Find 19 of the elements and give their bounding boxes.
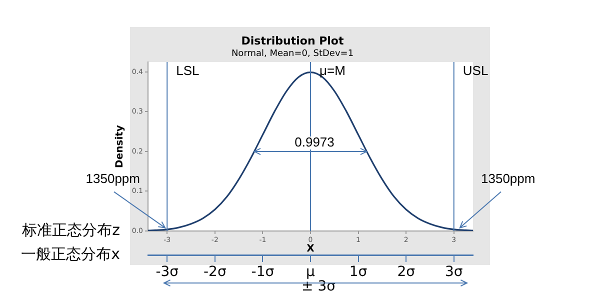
x2-tick-label: μ bbox=[306, 264, 316, 280]
x2-tick-label: 3σ bbox=[444, 264, 463, 280]
x2-tick-label: 2σ bbox=[397, 264, 416, 280]
chart-subtitle: Normal, Mean=0, StDev=1 bbox=[231, 48, 354, 59]
x2-tick-label: -3σ bbox=[156, 264, 179, 280]
annotation: 1350ppm bbox=[481, 170, 536, 186]
x2-tick-label: 1σ bbox=[349, 264, 368, 280]
text: 标准正态分布z bbox=[21, 220, 120, 239]
y-axis-title: Density bbox=[114, 124, 126, 168]
chart-title: Distribution Plot bbox=[241, 34, 344, 48]
annotation: 0.9973 bbox=[294, 134, 334, 150]
x2-tick-label: -1σ bbox=[251, 264, 274, 280]
ref-line-label: LSL bbox=[176, 63, 200, 78]
annotation: 1350ppm bbox=[86, 170, 140, 186]
ref-line-label: μ=M bbox=[320, 63, 346, 78]
x-axis-title: X bbox=[306, 244, 315, 255]
ref-line-label: USL bbox=[462, 63, 488, 78]
x2-tick-label: -2σ bbox=[203, 264, 226, 280]
text: 一般正态分布x bbox=[21, 244, 120, 263]
